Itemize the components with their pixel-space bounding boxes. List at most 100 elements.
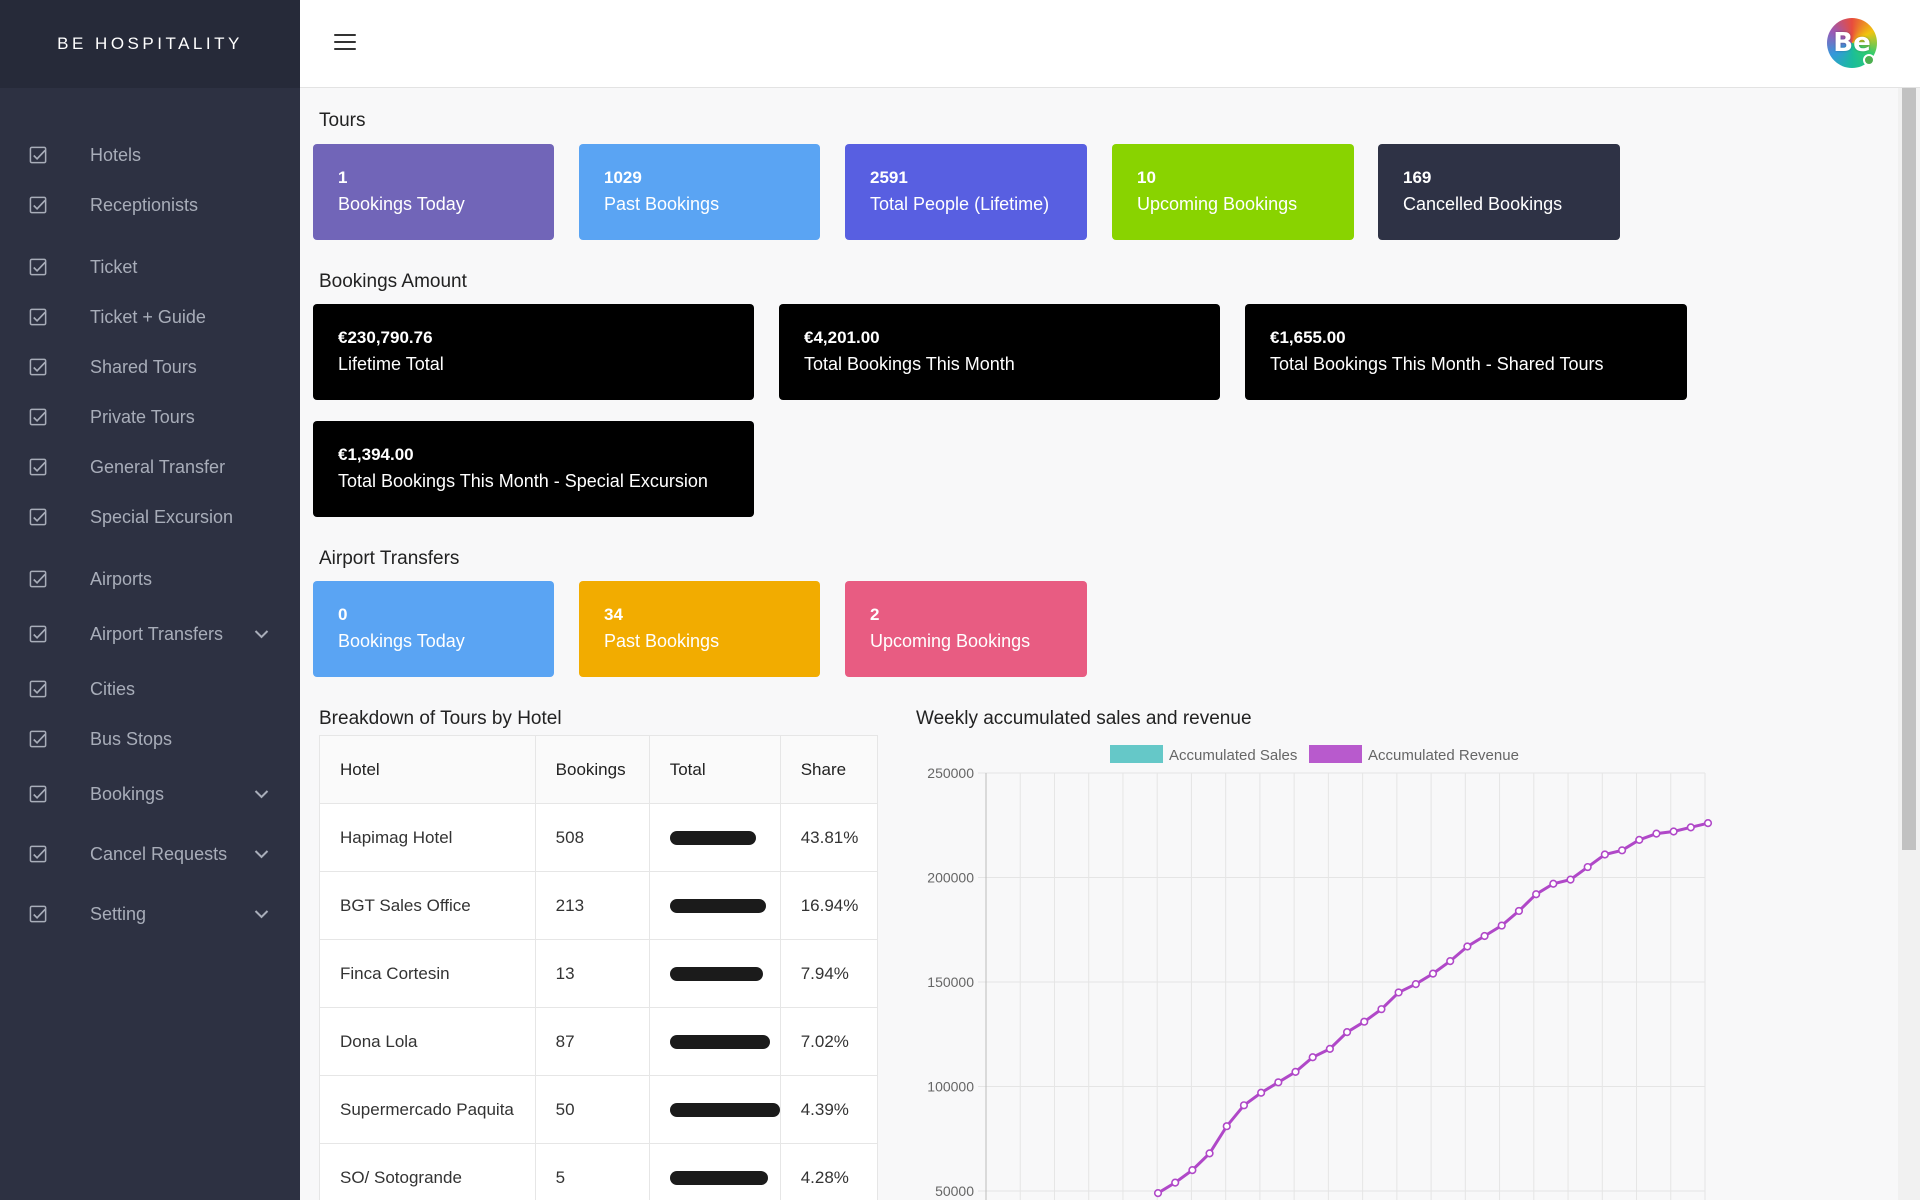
share-cell: 7.94% <box>779 939 879 1008</box>
sidebar-item-private-tours[interactable]: Private Tours <box>0 397 300 437</box>
sidebar-item-label: General Transfer <box>90 456 226 477</box>
sidebar-item-label: Shared Tours <box>90 356 197 377</box>
sidebar-item-special-excursion[interactable]: Special Excursion <box>0 497 300 537</box>
tours-card-cancelled-bookings[interactable]: 169 Cancelled Bookings <box>1378 144 1620 240</box>
revenue-data-point <box>1480 931 1489 941</box>
total-cell-redacted <box>648 871 781 940</box>
sidebar-item-airports[interactable]: Airports <box>0 559 300 599</box>
sidebar-item-setting[interactable]: Setting <box>0 894 300 934</box>
hotel-cell: Finca Cortesin <box>319 939 536 1008</box>
revenue-data-point <box>1377 1005 1386 1014</box>
hotel-cell: BGT Sales Office <box>319 871 536 940</box>
checkbox-icon <box>29 730 47 747</box>
revenue-data-point <box>1308 1053 1317 1062</box>
tours-card-total-people-lifetime-[interactable]: 2591 Total People (Lifetime) <box>845 144 1087 240</box>
table-row: Finca Cortesin 13 7.94% <box>319 939 879 1008</box>
sidebar-item-label: Bus Stops <box>90 728 173 749</box>
airport-card-past-bookings[interactable]: 34 Past Bookings <box>579 581 820 677</box>
column-header-hotel[interactable]: Hotel <box>319 735 536 804</box>
sidebar-item-general-transfer[interactable]: General Transfer <box>0 447 300 487</box>
card-value: 10 <box>1137 168 1156 187</box>
checkbox-icon <box>29 458 47 475</box>
card-value: €230,790.76 <box>338 328 433 347</box>
amounts-card-lifetime-total[interactable]: €230,790.76 Lifetime Total <box>313 304 754 400</box>
revenue-data-point <box>1652 829 1661 838</box>
card-label: Past Bookings <box>604 194 720 214</box>
card-value: 1 <box>338 168 348 187</box>
revenue-data-point <box>1703 819 1713 828</box>
revenue-data-point <box>1600 850 1609 859</box>
amounts-card-total-bookings-this-month-shared-tours[interactable]: €1,655.00 Total Bookings This Month - Sha… <box>1245 304 1687 400</box>
hamburger-menu-icon[interactable] <box>334 34 356 52</box>
online-status-dot <box>1863 54 1875 66</box>
revenue-data-point <box>1635 835 1644 844</box>
avatar[interactable]: Be <box>1827 18 1877 68</box>
sidebar-item-hotels[interactable]: Hotels <box>0 135 300 175</box>
column-header-total[interactable]: Total <box>648 735 781 804</box>
tours-title: Tours <box>319 110 366 131</box>
card-value: 34 <box>604 605 623 624</box>
card-value: €4,201.00 <box>804 328 880 347</box>
sidebar-item-label: Special Excursion <box>90 506 234 527</box>
revenue-data-point <box>1411 979 1420 989</box>
revenue-data-point <box>1566 875 1575 884</box>
sidebar-item-ticket[interactable]: Ticket <box>0 247 300 287</box>
card-value: €1,394.00 <box>338 445 414 464</box>
chevron-down-icon[interactable] <box>254 789 269 799</box>
card-value: €1,655.00 <box>1270 328 1346 347</box>
chevron-down-icon[interactable] <box>254 909 269 919</box>
revenue-data-point <box>1617 846 1627 855</box>
revenue-data-point <box>1394 988 1403 997</box>
revenue-data-point <box>1205 1149 1214 1158</box>
sidebar-item-shared-tours[interactable]: Shared Tours <box>0 347 300 387</box>
sidebar-item-airport-transfers[interactable]: Airport Transfers <box>0 614 300 654</box>
column-header-bookings[interactable]: Bookings <box>534 735 650 804</box>
sidebar-item-bus-stops[interactable]: Bus Stops <box>0 719 300 759</box>
sidebar-item-cities[interactable]: Cities <box>0 669 300 709</box>
sidebar-item-bookings[interactable]: Bookings <box>0 774 300 814</box>
sidebar-item-cancel-requests[interactable]: Cancel Requests <box>0 834 300 874</box>
airport-card-upcoming-bookings[interactable]: 2 Upcoming Bookings <box>845 581 1087 677</box>
airport-card-bookings-today[interactable]: 0 Bookings Today <box>313 581 554 677</box>
scrollbar-thumb[interactable] <box>1902 88 1916 850</box>
amounts-card-total-bookings-this-month-special-excursion[interactable]: €1,394.00 Total Bookings This Month - Spe… <box>313 421 754 517</box>
sidebar-item-receptionists[interactable]: Receptionists <box>0 185 300 225</box>
revenue-data-point <box>1497 921 1506 930</box>
sidebar: BE HOSPITALITY Hotels Receptionists Ticket… <box>0 0 300 1200</box>
total-cell-redacted <box>648 1075 781 1144</box>
table-row: Supermercado Paquita 50 4.39% <box>319 1075 879 1144</box>
sidebar-item-label: Ticket <box>90 256 138 277</box>
revenue-data-point <box>1274 1078 1283 1087</box>
checkbox-icon <box>29 845 47 862</box>
tours-card-bookings-today[interactable]: 1 Bookings Today <box>313 144 554 240</box>
revenue-data-point <box>1360 1017 1369 1026</box>
scrollbar[interactable] <box>1898 88 1920 1200</box>
sidebar-item-ticket-guide[interactable]: Ticket + Guide <box>0 297 300 337</box>
brand-logo[interactable]: BE HOSPITALITY <box>0 0 300 88</box>
airport-transfers-title: Airport Transfers <box>319 548 460 569</box>
chevron-down-icon[interactable] <box>254 629 269 639</box>
amounts-card-total-bookings-this-month[interactable]: €4,201.00 Total Bookings This Month <box>779 304 1220 400</box>
share-cell: 16.94% <box>779 871 879 940</box>
breakdown-title: Breakdown of Tours by Hotel <box>319 708 562 729</box>
revenue-data-point <box>1532 890 1541 899</box>
table-row: Dona Lola 87 7.02% <box>319 1007 879 1076</box>
chevron-down-icon[interactable] <box>254 849 269 859</box>
tours-card-upcoming-bookings[interactable]: 10 Upcoming Bookings <box>1112 144 1354 240</box>
revenue-data-point <box>1188 1166 1197 1175</box>
bookings-cell: 87 <box>534 1007 650 1076</box>
column-header-share[interactable]: Share <box>779 735 879 804</box>
sidebar-item-label: Cancel Requests <box>90 843 228 864</box>
card-label: Total People (Lifetime) <box>870 194 1050 214</box>
checkbox-icon <box>29 508 47 525</box>
card-label: Bookings Today <box>338 194 465 214</box>
checkbox-icon <box>29 358 47 375</box>
checkbox-icon <box>29 258 47 275</box>
card-label: Past Bookings <box>604 631 720 651</box>
tours-card-past-bookings[interactable]: 1029 Past Bookings <box>579 144 820 240</box>
revenue-data-point <box>1428 969 1438 978</box>
revenue-data-point <box>1446 957 1455 966</box>
y-tick-label: 150000 <box>927 974 974 990</box>
bookings-cell: 5 <box>534 1143 650 1200</box>
sidebar-item-label: Airports <box>90 568 153 589</box>
